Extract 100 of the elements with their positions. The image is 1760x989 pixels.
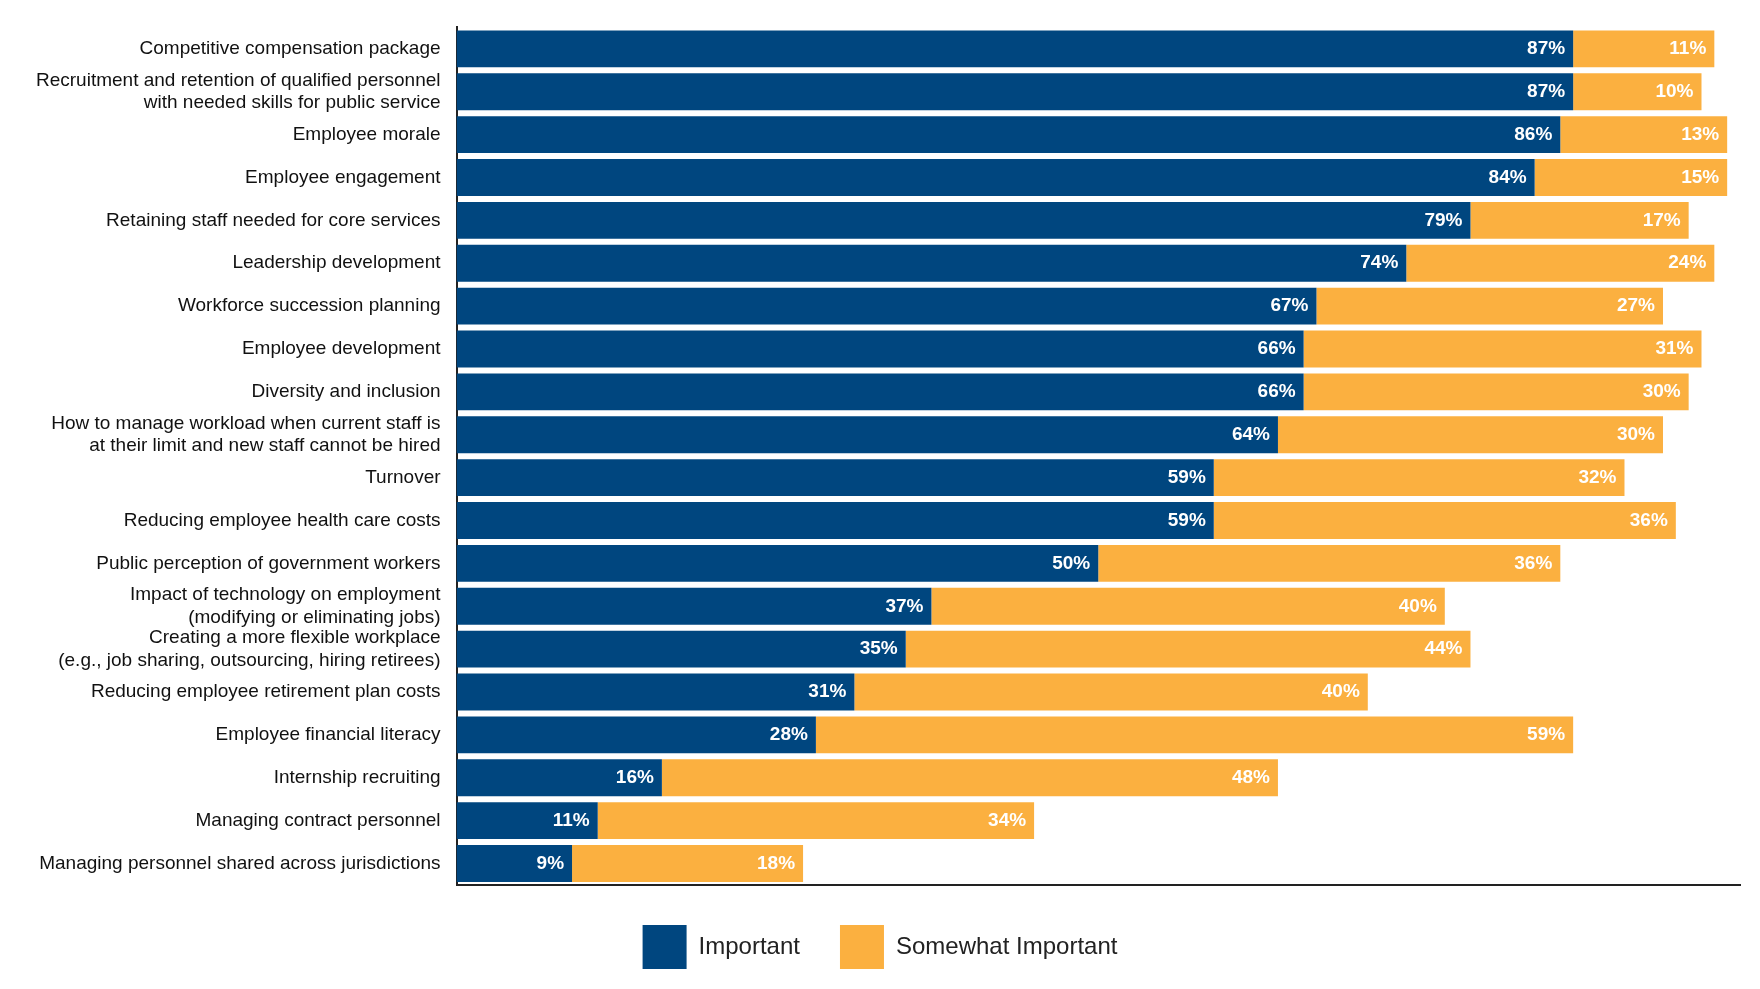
legend-label: Somewhat Important [895,931,1118,959]
data-label: 86% [1514,122,1553,144]
y-tick-label: How to manage workload when current staff is at their limit and new staff cannot be hired [51,411,441,456]
bar [905,630,1471,668]
bar [456,330,1304,368]
bar [456,502,1214,539]
bar [456,416,1278,454]
data-label: 13% [1681,122,1720,144]
data-label: 18% [757,851,796,873]
y-tick-label: Diversity and inclusion [251,380,441,402]
data-label: 44% [1424,637,1463,659]
bar [456,759,662,797]
data-label: 87% [1527,79,1566,101]
data-label: 30% [1616,422,1656,444]
data-label: 30% [1642,380,1681,402]
data-label: 59% [1167,508,1206,530]
data-label: 28% [769,723,808,745]
bar [572,845,804,882]
y-tick-label: Impact of technology on employment (modifying or eliminating jobs) [130,583,442,627]
bar [815,716,1574,754]
y-tick-label: Competitive compensation package [139,37,441,59]
bar [1213,459,1625,497]
bar [456,201,1471,239]
data-label: 11% [1669,37,1707,59]
data-label: 36% [1629,508,1668,530]
y-tick-label: Employee financial literacy [215,723,442,745]
data-label: 35% [859,637,898,659]
bar [456,673,855,711]
data-label: 66% [1257,337,1296,359]
y-tick-label: Leadership development [232,251,442,273]
y-tick-label: Managing personnel shared across jurisdictions [39,851,441,873]
data-label: 79% [1424,208,1463,230]
y-tick-label: Workforce succession planning [177,294,441,316]
bar [1277,416,1663,454]
bar [1316,287,1663,325]
bar [456,587,932,625]
bar [1573,73,1702,111]
data-label: 31% [808,680,847,702]
y-tick-label: Public perception of government workers [96,551,441,573]
bar [456,802,598,840]
data-label: 15% [1681,165,1720,187]
bar [1098,544,1561,582]
legend-label: Important [698,931,801,959]
bar [456,30,1574,68]
data-label: 66% [1257,380,1296,402]
y-tick-label: Managing contract personnel [195,808,441,830]
bar [456,73,1574,111]
y-tick-label: Internship recruiting [273,766,441,788]
bar [456,287,1317,325]
bar [456,544,1099,582]
bar [931,587,1445,625]
bar [456,845,573,882]
bar [597,802,1035,840]
y-tick-label: Employee engagement [245,165,442,187]
y-tick-label: Recruitment and retention of qualified personnel with needed skills for public service [36,68,441,113]
data-label: 37% [885,594,924,616]
data-label: 59% [1167,465,1206,487]
data-label: 67% [1270,294,1309,316]
bar [456,159,1535,196]
data-label: 10% [1655,79,1694,101]
data-label: 32% [1578,465,1617,487]
data-label: 11% [552,808,590,830]
data-label: 34% [988,808,1027,830]
data-label: 87% [1527,37,1566,59]
data-label: 50% [1052,551,1091,573]
bar [854,673,1368,711]
data-label: 40% [1321,680,1360,702]
bar [1573,30,1715,68]
bar [1470,201,1689,239]
bar [1213,502,1676,539]
y-tick-label: Retaining staff needed for core services [106,208,441,230]
bar [1303,330,1702,368]
data-label: 59% [1527,723,1566,745]
data-label: 9% [536,851,565,873]
bar [1534,159,1728,196]
data-label: 17% [1642,208,1681,230]
data-label: 31% [1655,337,1694,359]
bar [661,759,1278,797]
bar [456,630,906,668]
data-label: 84% [1488,165,1527,187]
bar [1560,116,1728,154]
y-tick-label: Turnover [365,465,442,487]
data-label: 36% [1514,551,1553,573]
data-label: 64% [1231,422,1271,444]
data-label: 27% [1616,294,1656,316]
bar [1406,244,1715,282]
bar [456,716,816,754]
y-tick-label: Reducing employee health care costs [123,508,441,530]
bar [1303,373,1689,411]
bar [456,116,1561,154]
data-label: 74% [1360,251,1399,273]
y-tick-label: Employee development [241,337,442,359]
bar [456,459,1214,497]
bar [456,244,1407,282]
data-label: 40% [1398,594,1437,616]
y-tick-label: Reducing employee retirement plan costs [90,680,441,702]
data-label: 24% [1668,251,1707,273]
data-label: 48% [1231,766,1271,788]
bar [456,373,1304,411]
y-tick-label: Employee morale [292,122,441,144]
